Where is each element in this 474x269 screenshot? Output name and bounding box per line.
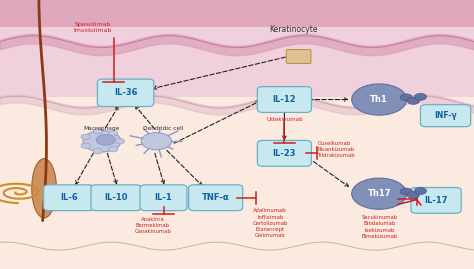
Circle shape — [352, 178, 407, 209]
Circle shape — [83, 130, 121, 152]
FancyBboxPatch shape — [286, 49, 311, 63]
Text: Adalimumab
Infliximab
Certolizumab
Etanercept
Golimumab: Adalimumab Infliximab Certolizumab Etane… — [253, 208, 288, 238]
Circle shape — [352, 84, 407, 115]
Text: Th17: Th17 — [367, 189, 391, 198]
Text: Dendridic cell: Dendridic cell — [143, 126, 184, 132]
Text: IL-17: IL-17 — [424, 196, 448, 205]
Bar — [0, 97, 474, 269]
Text: Keratinocyte: Keratinocyte — [270, 25, 318, 34]
Circle shape — [93, 148, 103, 154]
FancyBboxPatch shape — [91, 185, 141, 211]
Text: IL-36: IL-36 — [114, 88, 137, 97]
Circle shape — [407, 97, 419, 104]
Circle shape — [109, 130, 118, 136]
Text: Macrophage: Macrophage — [84, 126, 120, 132]
FancyBboxPatch shape — [140, 185, 187, 211]
FancyBboxPatch shape — [257, 87, 311, 112]
Text: IL-12: IL-12 — [273, 95, 296, 104]
Text: Th1: Th1 — [370, 95, 388, 104]
Circle shape — [81, 143, 91, 148]
Circle shape — [141, 133, 172, 150]
Circle shape — [414, 93, 427, 100]
Bar — [0, 0, 474, 38]
Text: Spesolimab
Imsidolimab: Spesolimab Imsidolimab — [73, 22, 111, 33]
Circle shape — [96, 134, 115, 145]
Text: IL-23: IL-23 — [273, 149, 296, 158]
Ellipse shape — [32, 159, 56, 218]
Bar — [0, 27, 474, 108]
Text: IL-10: IL-10 — [104, 193, 128, 202]
Circle shape — [414, 187, 427, 194]
Text: TNF-α: TNF-α — [202, 193, 229, 202]
Text: INF-γ: INF-γ — [434, 111, 457, 120]
FancyBboxPatch shape — [420, 105, 471, 127]
Text: Ustekinumab: Ustekinumab — [266, 116, 303, 122]
FancyBboxPatch shape — [189, 185, 243, 211]
FancyBboxPatch shape — [411, 187, 461, 213]
FancyBboxPatch shape — [44, 185, 94, 211]
Text: Guselkumab
Risankizumab
Tildrakizumab: Guselkumab Risankizumab Tildrakizumab — [318, 141, 355, 158]
Circle shape — [400, 188, 412, 195]
Circle shape — [109, 147, 118, 152]
FancyBboxPatch shape — [98, 79, 154, 107]
Circle shape — [93, 129, 103, 134]
Text: IL-1: IL-1 — [155, 193, 173, 202]
Text: Anakinra
Bermekimab
Canakinumab: Anakinra Bermekimab Canakinumab — [134, 217, 171, 234]
Text: Secukinumab
Brodalumab
Ixekizumab
Bimekizumab: Secukinumab Brodalumab Ixekizumab Bimeki… — [361, 215, 397, 239]
Circle shape — [81, 134, 91, 140]
FancyBboxPatch shape — [257, 140, 311, 166]
Circle shape — [400, 94, 412, 101]
Text: IL-6: IL-6 — [60, 193, 78, 202]
Circle shape — [115, 139, 125, 144]
Circle shape — [407, 192, 419, 199]
